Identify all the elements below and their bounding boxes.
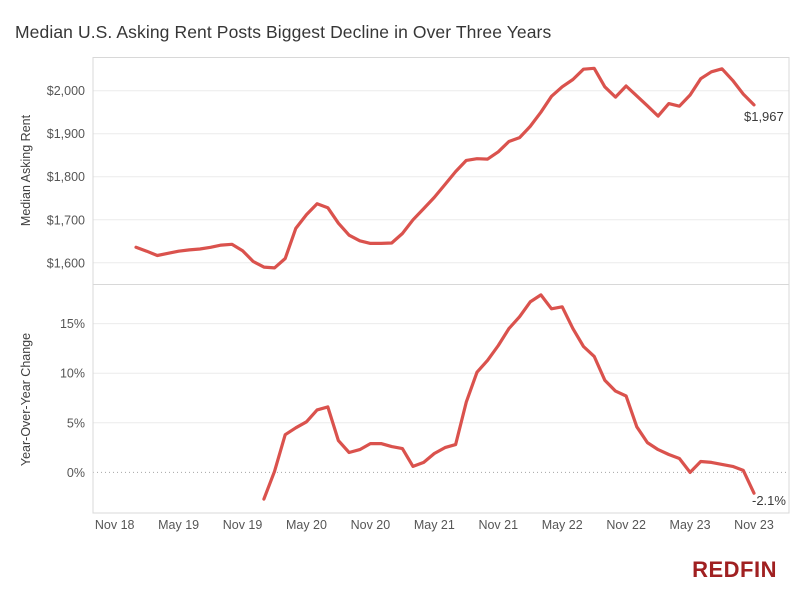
y-tick-label: $1,800 [47, 170, 85, 184]
x-tick-label: May 19 [158, 518, 199, 532]
x-tick-label: Nov 21 [478, 518, 518, 532]
panel-border [92, 57, 790, 514]
rent-line [134, 66, 756, 270]
x-tick-label: May 21 [414, 518, 455, 532]
yoy-line [262, 293, 756, 501]
x-tick-label: Nov 23 [734, 518, 774, 532]
y-tick-label: $1,900 [47, 127, 85, 141]
x-tick-label: May 22 [542, 518, 583, 532]
yoy-axis-title: Year-Over-Year Change [19, 333, 33, 466]
y-tick-label: $2,000 [47, 84, 85, 98]
x-tick-label: Nov 22 [606, 518, 646, 532]
rent-axis-title: Median Asking Rent [19, 114, 33, 226]
y-tick-label: 15% [60, 317, 85, 331]
y-tick-label: $1,600 [47, 256, 85, 270]
x-tick-label: Nov 20 [351, 518, 391, 532]
x-tick-label: May 23 [670, 518, 711, 532]
x-tick-label: Nov 19 [223, 518, 263, 532]
yoy-end-label: -2.1% [752, 493, 786, 508]
y-tick-label: 10% [60, 367, 85, 381]
redfin-logo: REDFIN [692, 557, 777, 582]
y-tick-label: 0% [67, 466, 85, 480]
chart-title: Median U.S. Asking Rent Posts Biggest De… [15, 22, 552, 42]
rent-end-label: $1,967 [744, 109, 784, 124]
x-tick-label: May 20 [286, 518, 327, 532]
y-tick-label: 5% [67, 416, 85, 430]
x-tick-label: Nov 18 [95, 518, 135, 532]
y-tick-label: $1,700 [47, 213, 85, 227]
